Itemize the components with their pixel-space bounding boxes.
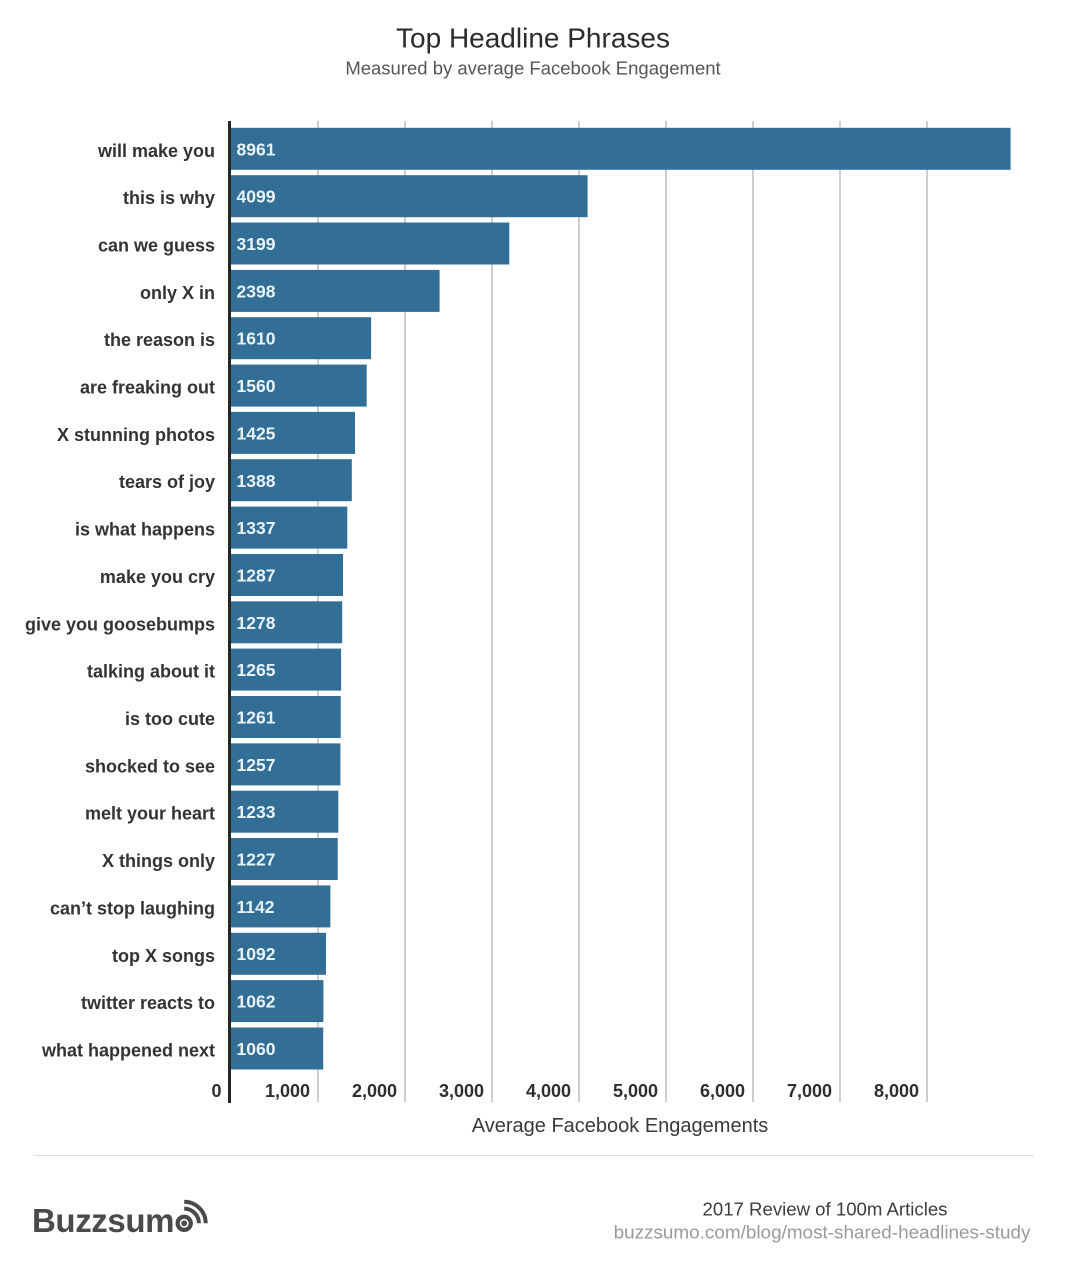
svg-text:1257: 1257: [237, 755, 276, 775]
svg-text:the reason is: the reason is: [104, 330, 215, 350]
svg-text:4099: 4099: [237, 187, 276, 207]
svg-text:make you cry: make you cry: [100, 567, 215, 587]
svg-text:1265: 1265: [237, 660, 276, 680]
svg-text:Top Headline Phrases: Top Headline Phrases: [396, 23, 670, 54]
svg-text:2017 Review of 100m Articles: 2017 Review of 100m Articles: [703, 1199, 948, 1220]
svg-text:5,000: 5,000: [613, 1081, 658, 1101]
svg-text:1560: 1560: [237, 376, 276, 396]
svg-text:shocked to see: shocked to see: [85, 756, 215, 776]
svg-text:Measured by average Facebook E: Measured by average Facebook Engagement: [345, 58, 720, 79]
svg-text:1142: 1142: [237, 897, 275, 917]
svg-text:what happened next: what happened next: [41, 1041, 215, 1061]
svg-text:1062: 1062: [237, 992, 276, 1012]
svg-text:1610: 1610: [237, 329, 276, 349]
svg-text:2,000: 2,000: [352, 1081, 397, 1101]
svg-text:1233: 1233: [237, 802, 276, 822]
svg-text:this is why: this is why: [123, 188, 215, 208]
svg-text:0: 0: [211, 1081, 221, 1101]
svg-text:tears of joy: tears of joy: [119, 472, 215, 492]
svg-text:is what happens: is what happens: [75, 520, 215, 540]
svg-text:1,000: 1,000: [265, 1081, 310, 1101]
svg-text:Buzzsum: Buzzsum: [32, 1202, 174, 1239]
svg-text:2398: 2398: [237, 281, 276, 301]
svg-text:top X songs: top X songs: [112, 946, 215, 966]
svg-text:1060: 1060: [237, 1039, 276, 1059]
svg-text:can we guess: can we guess: [98, 236, 215, 256]
svg-text:3,000: 3,000: [439, 1081, 484, 1101]
svg-text:1337: 1337: [237, 518, 276, 538]
svg-text:will make you: will make you: [97, 141, 215, 161]
svg-text:only X in: only X in: [140, 283, 215, 303]
svg-text:are freaking out: are freaking out: [80, 378, 215, 398]
svg-text:is too cute: is too cute: [125, 709, 215, 729]
svg-text:6,000: 6,000: [700, 1081, 745, 1101]
svg-text:4,000: 4,000: [526, 1081, 571, 1101]
svg-text:melt your heart: melt your heart: [85, 804, 215, 824]
svg-text:1227: 1227: [237, 850, 276, 870]
svg-text:1425: 1425: [237, 423, 276, 443]
svg-text:twitter reacts to: twitter reacts to: [81, 993, 215, 1013]
svg-text:1287: 1287: [237, 566, 276, 586]
svg-text:1278: 1278: [237, 613, 276, 633]
svg-text:talking about it: talking about it: [87, 662, 215, 682]
svg-text:Average Facebook Engagements: Average Facebook Engagements: [472, 1115, 769, 1137]
svg-text:1261: 1261: [237, 708, 276, 728]
svg-text:8961: 8961: [237, 139, 276, 159]
svg-text:buzzsumo.com/blog/most-shared-: buzzsumo.com/blog/most-shared-headlines-…: [614, 1223, 1031, 1244]
svg-text:give you goosebumps: give you goosebumps: [25, 614, 215, 634]
svg-text:3199: 3199: [237, 234, 276, 254]
svg-text:1388: 1388: [237, 471, 276, 491]
svg-text:8,000: 8,000: [874, 1081, 919, 1101]
svg-text:X stunning photos: X stunning photos: [57, 425, 215, 445]
svg-text:1092: 1092: [237, 944, 276, 964]
svg-text:can’t stop laughing: can’t stop laughing: [50, 898, 215, 918]
svg-text:7,000: 7,000: [787, 1081, 832, 1101]
svg-text:X things only: X things only: [102, 851, 215, 871]
